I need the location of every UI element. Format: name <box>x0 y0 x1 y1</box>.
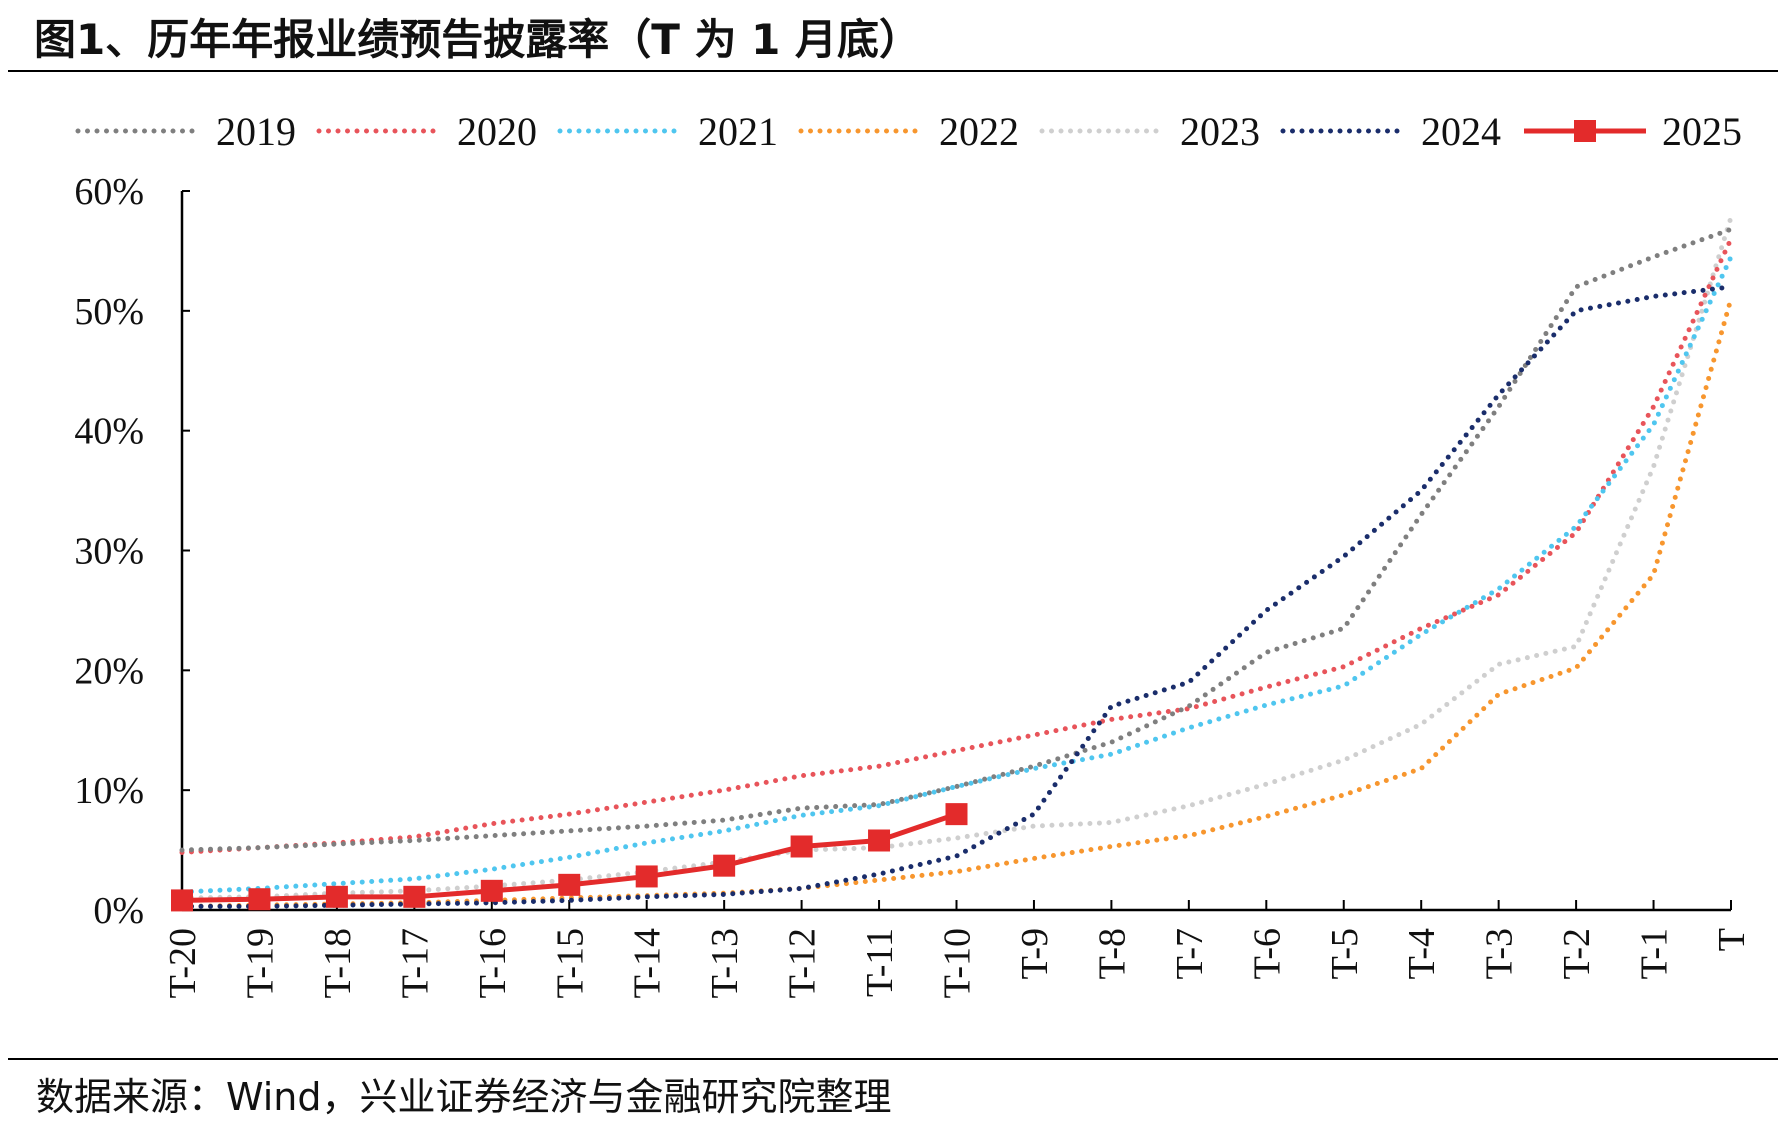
source-note: 数据来源：Wind，兴业证券经济与金融研究院整理 <box>36 1075 892 1119</box>
x-tick-label: T-4 <box>1401 928 1443 979</box>
legend-item-2022: 2022 <box>798 109 1019 154</box>
x-tick-label: T-1 <box>1634 928 1676 979</box>
data-point-2025 <box>635 865 658 888</box>
x-tick-label: T-12 <box>782 928 824 998</box>
data-point-2025 <box>868 829 891 852</box>
y-tick-label: 20% <box>74 650 144 692</box>
legend-item-2025: 2025 <box>1524 109 1742 154</box>
series-line-2020 <box>179 236 1734 855</box>
data-point-2025 <box>248 888 271 911</box>
chart-title: 图1、历年年报业绩预告披露率（T 为 1 月底） <box>34 15 921 64</box>
x-tick-label: T-16 <box>472 928 514 998</box>
x-tick-label: T-8 <box>1091 928 1133 979</box>
y-tick-label: 10% <box>74 770 144 812</box>
y-tick-label: 40% <box>74 411 144 453</box>
footer-divider <box>8 1058 1778 1060</box>
y-tick-label: 50% <box>74 291 144 333</box>
y-tick-label: 0% <box>93 890 144 932</box>
legend-item-2024: 2024 <box>1280 109 1501 154</box>
x-tick-label: T-6 <box>1246 928 1288 979</box>
data-point-2025 <box>480 879 503 902</box>
legend-label: 2021 <box>698 109 778 154</box>
x-tick-label: T <box>1711 928 1753 951</box>
x-tick-label: T-17 <box>394 928 436 998</box>
x-tick-label: T-18 <box>317 928 359 998</box>
series-line-2024 <box>179 284 1734 909</box>
x-tick-label: T-20 <box>162 928 204 998</box>
data-point-2025 <box>403 885 426 908</box>
series-line-2019 <box>179 226 1734 853</box>
x-tick-label: T-11 <box>859 928 901 997</box>
legend-label: 2022 <box>939 109 1019 154</box>
data-point-2025 <box>790 835 813 858</box>
y-tick-label: 60% <box>74 171 144 213</box>
x-tick-label: T-2 <box>1556 928 1598 979</box>
legend-item-2020: 2020 <box>316 109 537 154</box>
legend-marker <box>1574 120 1596 142</box>
data-point-2025 <box>171 889 193 912</box>
legend-label: 2024 <box>1421 109 1501 154</box>
data-point-2025 <box>325 885 348 908</box>
title-divider <box>8 70 1778 72</box>
x-tick-label: T-14 <box>627 928 669 998</box>
x-tick-label: T-5 <box>1324 928 1366 979</box>
legend-label: 2023 <box>1180 109 1260 154</box>
x-tick-label: T-3 <box>1479 928 1521 979</box>
legend-label: 2020 <box>457 109 537 154</box>
series-line-2021 <box>179 254 1734 895</box>
x-tick-label: T-9 <box>1014 928 1056 979</box>
legend-item-2023: 2023 <box>1039 109 1260 154</box>
data-point-2025 <box>558 873 581 896</box>
data-point-2025 <box>713 854 736 877</box>
legend-label: 2025 <box>1662 109 1742 154</box>
series-line-2023 <box>179 214 1734 901</box>
y-tick-label: 30% <box>74 531 144 573</box>
x-tick-label: T-19 <box>239 928 281 998</box>
data-point-2025 <box>945 803 968 826</box>
legend-item-2019: 2019 <box>75 109 296 154</box>
legend-label: 2019 <box>216 109 296 154</box>
x-tick-label: T-15 <box>549 928 591 998</box>
x-tick-label: T-13 <box>704 928 746 998</box>
legend-item-2021: 2021 <box>557 109 778 154</box>
x-tick-label: T-10 <box>937 928 979 998</box>
x-tick-label: T-7 <box>1169 928 1211 979</box>
